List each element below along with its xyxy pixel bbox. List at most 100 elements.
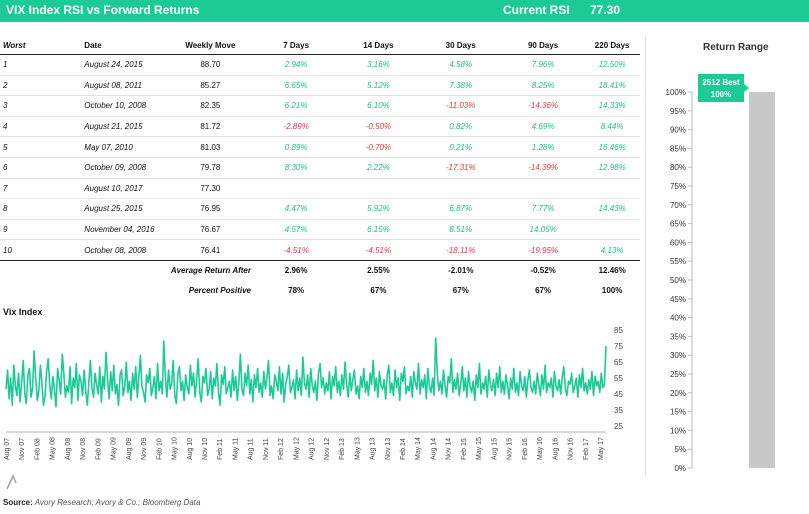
table-row: 4 August 21, 2015 81.72 -2.89% -0.50% 0.82% 4.… <box>0 116 640 138</box>
vix-x-tick-label: May 11 <box>232 437 239 460</box>
table-row: 10 October 08, 2008 76.41 -4.51% -4.51% -18.1… <box>0 239 640 261</box>
cell-rank: 7 <box>0 178 83 200</box>
vix-x-tick-label: May 16 <box>537 437 544 460</box>
col-header-14-days: 14 Days <box>337 36 420 55</box>
rr-tick-label: 0% <box>674 464 686 472</box>
cell-return-d30: 6.87% <box>419 198 502 220</box>
best-marker-box <box>698 74 744 102</box>
vix-x-tick-label: Nov 15 <box>507 438 514 460</box>
best-marker-label: 100% <box>711 90 731 99</box>
header-bar: VIX Index RSI vs Forward Returns Current… <box>0 0 809 22</box>
cell-return-d14: 2.22% <box>337 157 420 179</box>
cell-return-d220: 14.33% <box>584 95 640 117</box>
best-marker-label: 2512 Best <box>702 78 740 87</box>
cell-date: October 10, 2008 <box>82 95 166 117</box>
table-row: 9 November 04, 2016 76.67 4.57% 6.15% 8.51% 14… <box>0 219 640 241</box>
cell-return-d90: 7.77% <box>501 198 585 220</box>
vix-x-tick-label: Aug 12 <box>309 438 316 460</box>
rr-tick-label: 60% <box>670 238 686 247</box>
cell-return-d7: -4.51% <box>254 239 338 261</box>
best-marker-arrow-icon <box>744 84 749 92</box>
cell-weekly-move: 76.41 <box>165 239 255 261</box>
vix-x-tick-label: Feb 12 <box>278 438 285 460</box>
col-header-30-days: 30 Days <box>419 36 502 55</box>
cell-return-d14: 6.10% <box>337 95 420 117</box>
cell-date: November 04, 2016 <box>82 219 166 241</box>
vix-x-tick-label: Feb 10 <box>156 438 163 460</box>
vix-y-tick-label: 65 <box>614 358 623 367</box>
cell-weekly-move: 76.95 <box>165 198 255 220</box>
cell-return-d30: 0.82% <box>419 116 502 138</box>
table-row: 2 August 08, 2011 85.27 6.65% 5.12% 7.38% 8.25… <box>0 75 640 97</box>
returns-table: Worst Date Weekly Move 7 Days 14 Days 30… <box>0 36 640 301</box>
cell-return-d30: -17.31% <box>419 157 502 179</box>
cell-return-d14: -0.70% <box>337 136 420 158</box>
cell-return-d30: 8.51% <box>419 219 502 241</box>
summary-value-d14: 67% <box>370 286 387 296</box>
current-rsi-value: 77.30 <box>590 3 621 17</box>
cell-return-d14 <box>337 178 420 200</box>
vix-x-tick-label: Aug 08 <box>65 438 72 460</box>
cell-return-d90: 8.25% <box>501 75 585 97</box>
vix-x-tick-label: Nov 09 <box>141 438 148 460</box>
cell-return-d30 <box>419 178 502 200</box>
summary-row: Average Return After 2.96% 2.55% -2.01% -0.5… <box>0 260 640 281</box>
table-row: 8 August 25, 2015 76.95 4.47% 5.92% 6.87% 7.77… <box>0 198 640 220</box>
cell-return-d90: 1.28% <box>501 136 585 158</box>
vix-x-tick-label: Aug 16 <box>552 438 559 460</box>
rr-tick-label: 40% <box>670 314 686 323</box>
col-header-worst: Worst <box>0 36 83 55</box>
rr-tick-label: 50% <box>670 276 686 285</box>
cell-rank: 5 <box>0 136 83 158</box>
col-header-weekly-move: Weekly Move <box>165 36 255 55</box>
cell-rank: 8 <box>0 198 83 220</box>
col-header-90-days: 90 Days <box>501 36 585 55</box>
table-row: 5 May 07, 2010 81.03 0.89% -0.70% 0.21% 1.28% 1… <box>0 136 640 158</box>
cell-return-d30: 0.21% <box>419 136 502 158</box>
rr-tick-label: 75% <box>670 182 686 191</box>
cell-weekly-move: 81.03 <box>165 136 255 158</box>
cell-return-d220: 16.46% <box>584 136 640 158</box>
rr-tick-label: 100% <box>666 88 686 97</box>
rr-tick-label: 25% <box>670 370 686 379</box>
rr-tick-label: 55% <box>670 257 686 266</box>
vix-x-tick-label: Feb 11 <box>217 439 224 460</box>
cell-date: August 21, 2015 <box>82 116 166 138</box>
cell-return-d30: -18.11% <box>419 239 502 261</box>
cell-return-d90: 4.69% <box>501 116 585 138</box>
summary-label: Percent Positive <box>188 286 251 296</box>
vix-x-tick-label: Nov 13 <box>385 438 392 460</box>
cell-date: October 08, 2008 <box>82 239 166 261</box>
cell-return-d30: 7.38% <box>419 75 502 97</box>
cell-date: October 09, 2008 <box>82 157 166 179</box>
vix-x-tick-label: Feb 15 <box>461 438 468 460</box>
cell-weekly-move: 88.70 <box>165 54 255 76</box>
vix-x-tick-label: Nov 14 <box>446 438 453 460</box>
vix-x-tick-label: Feb 14 <box>400 438 407 460</box>
cell-weekly-move: 77.30 <box>165 178 255 200</box>
vix-x-tick-label: Nov 10 <box>202 438 209 460</box>
cell-return-d30: 4.58% <box>419 54 502 76</box>
cell-rank: 9 <box>0 219 83 241</box>
return-range-chart: 100% 95% 90% 85% 80% 75% 70% 65% 60% 55% 50% 45% 40%… <box>666 74 775 472</box>
cell-weekly-move: 85.27 <box>165 75 255 97</box>
cell-rank: 3 <box>0 95 83 117</box>
vix-series-line <box>5 337 607 408</box>
cell-return-d7: -2.89% <box>254 116 338 138</box>
vix-x-tick-label: Aug 13 <box>370 438 377 460</box>
cell-rank: 1 <box>0 54 83 76</box>
cell-date: August 25, 2015 <box>82 198 166 220</box>
vix-x-tick-label: Feb 13 <box>339 438 346 460</box>
cell-return-d220: 4.13% <box>584 239 640 261</box>
cell-return-d90: 14.05% <box>501 219 585 241</box>
vix-x-tick-label: May 10 <box>172 437 179 460</box>
panel-divider <box>645 36 646 476</box>
cell-return-d90: 7.96% <box>501 54 585 76</box>
return-range-title: Return Range <box>703 42 769 53</box>
cell-weekly-move: 82.35 <box>165 95 255 117</box>
vix-x-tick-label: May 15 <box>476 437 483 460</box>
table-row: 3 October 10, 2008 82.35 6.21% 6.10% -11.03% -… <box>0 95 640 117</box>
source-text: Avory Research; Avory & Co.; Bloomberg D… <box>34 498 201 507</box>
col-header-7-days: 7 Days <box>254 36 338 55</box>
cell-return-d90: -19.95% <box>501 239 585 261</box>
